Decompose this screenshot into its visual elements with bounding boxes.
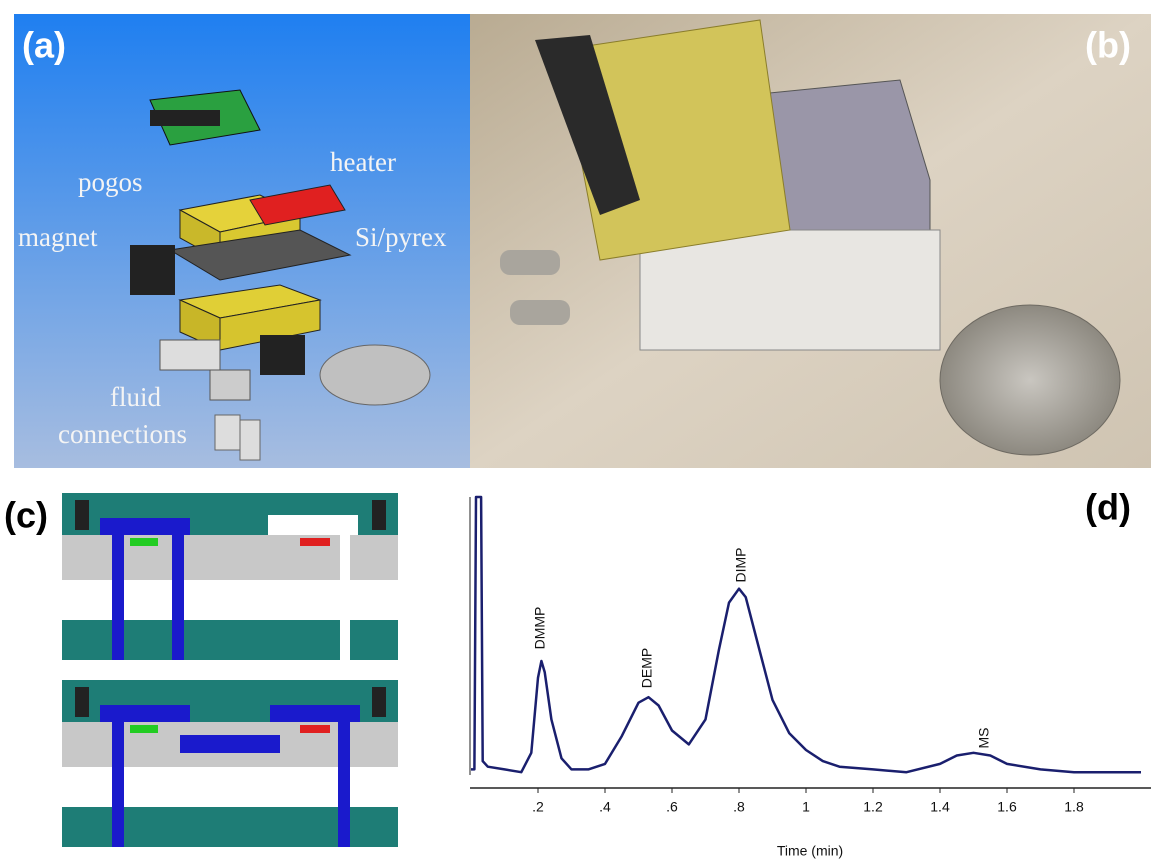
chromatogram-line — [471, 497, 1141, 772]
part-label: Si/pyrex — [355, 222, 447, 252]
part-label: fluid — [110, 382, 161, 412]
peak-label: DEMP — [639, 648, 655, 688]
part-label: connections — [58, 419, 187, 449]
part-label: magnet — [18, 222, 98, 252]
x-tick-label: 1.4 — [930, 799, 950, 815]
x-tick-label: .8 — [733, 799, 745, 815]
peak-label: DIMP — [733, 548, 749, 583]
panel-label: (b) — [1085, 25, 1131, 66]
x-tick-label: .4 — [599, 799, 611, 815]
part-label: heater — [330, 147, 396, 177]
peak-label: MS — [976, 728, 992, 749]
panel-label: (d) — [1085, 487, 1131, 528]
x-tick-label: 1.6 — [997, 799, 1017, 815]
panel-label: (a) — [22, 25, 66, 66]
x-tick-label: 1.8 — [1064, 799, 1084, 815]
figure: (a) (b) (c) (d) pogos heater magnet Si/p… — [0, 0, 1151, 861]
x-tick-label: 1.2 — [863, 799, 883, 815]
peak-label: DMMP — [532, 607, 548, 650]
panel-b — [470, 14, 1151, 468]
panel-label: (c) — [4, 495, 48, 536]
x-tick-label: 1 — [802, 799, 810, 815]
panel-c — [62, 493, 398, 847]
x-tick-label: .2 — [532, 799, 544, 815]
x-axis-label: Time (min) — [777, 843, 843, 859]
x-tick-label: .6 — [666, 799, 678, 815]
part-label: pogos — [78, 167, 143, 197]
